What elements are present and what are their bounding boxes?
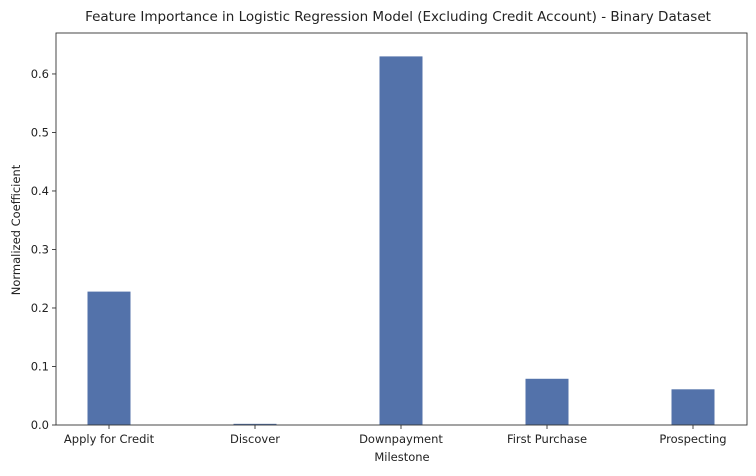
x-tick-label: Discover: [230, 432, 280, 446]
plot-area: 0.0 0.1 0.2 0.3 0.4 0.5 0.6 Apply for Credit Dis…: [31, 32, 748, 446]
x-axis-label: Milestone: [374, 450, 429, 464]
y-axis-label: Normalized Coefficient: [9, 164, 23, 295]
x-tick-label: First Purchase: [507, 432, 587, 446]
bar-apply-for-credit: [87, 291, 131, 425]
y-tick-label: 0.6: [31, 67, 49, 81]
y-tick-label: 0.0: [31, 418, 49, 432]
x-tick-label: Apply for Credit: [64, 432, 155, 446]
y-tick-label: 0.1: [31, 359, 49, 373]
x-tick-label: Downpayment: [359, 432, 443, 446]
y-tick-label: 0.5: [31, 125, 49, 139]
y-tick-label: 0.3: [31, 242, 49, 256]
y-tick-label: 0.2: [31, 301, 49, 315]
plot-frame: [55, 32, 748, 426]
chart-title: Feature Importance in Logistic Regressio…: [85, 9, 711, 25]
x-tick-label: Prospecting: [659, 432, 726, 446]
bar-prospecting: [671, 389, 715, 425]
y-tick-label: 0.4: [31, 184, 49, 198]
bar-downpayment: [379, 56, 423, 425]
bar-first-purchase: [525, 378, 569, 425]
bar-discover: [233, 423, 277, 425]
